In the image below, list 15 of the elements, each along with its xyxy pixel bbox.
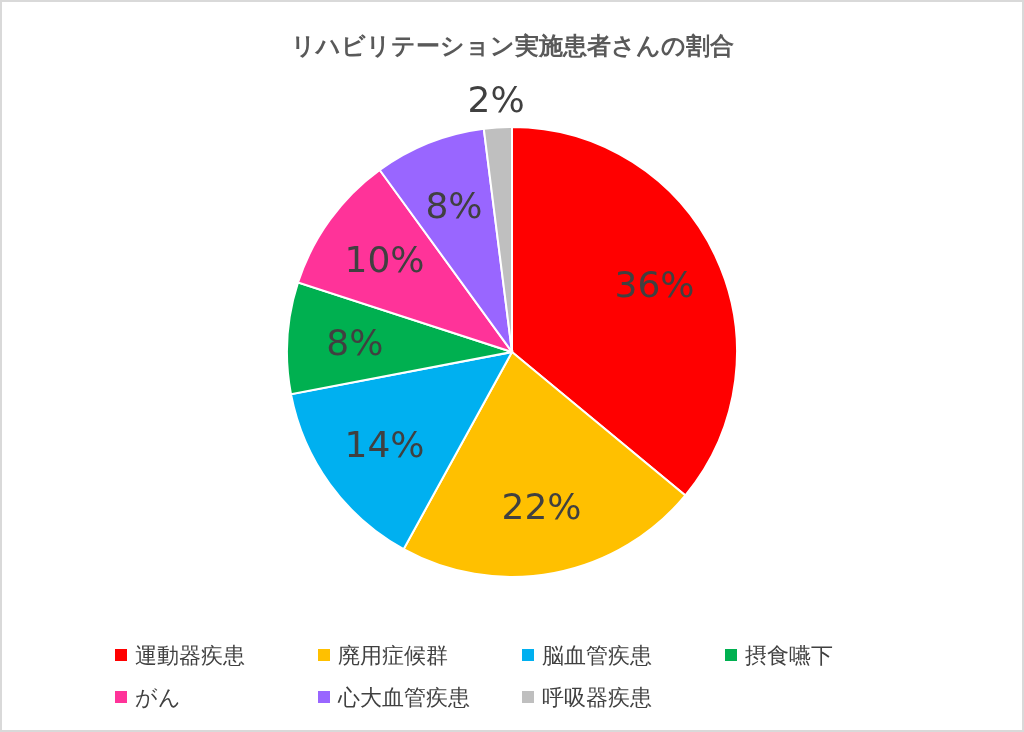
- legend-label: がん: [135, 684, 181, 710]
- data-label: 10%: [344, 238, 425, 280]
- legend-label: 脳血管疾患: [542, 642, 652, 668]
- data-label: 14%: [344, 424, 425, 466]
- data-label: 8%: [326, 321, 384, 363]
- data-label: 2%: [467, 79, 525, 120]
- legend-label: 運動器疾患: [135, 642, 245, 668]
- data-label: 22%: [501, 486, 582, 528]
- legend-label: 摂食嚥下: [745, 642, 833, 668]
- data-label: 36%: [614, 264, 695, 306]
- legend-label: 廃用症候群: [338, 642, 448, 668]
- legend-label: 心大血管疾患: [337, 684, 470, 710]
- legend-label: 呼吸器疾患: [542, 684, 652, 710]
- chart-title: リハビリテーション実施患者さんの割合: [290, 32, 734, 60]
- data-label: 8%: [425, 185, 483, 227]
